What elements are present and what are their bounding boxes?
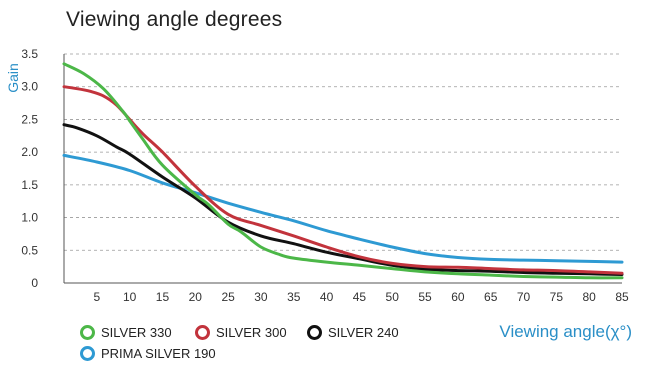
x-tick-label: 30 [254,290,268,304]
legend-label: SILVER 300 [216,325,287,340]
legend-marker-icon [80,346,95,361]
legend-marker-icon [80,325,95,340]
x-tick-label: 75 [550,290,564,304]
legend-marker-icon [195,325,210,340]
x-tick-label: 50 [386,290,400,304]
x-tick-label: 80 [582,290,596,304]
x-tick-label: 40 [320,290,334,304]
chart-title: Viewing angle degrees [66,8,283,31]
x-tick-label: 85 [615,290,629,304]
y-tick-label: 1.0 [21,211,38,225]
x-tick-label: 35 [287,290,301,304]
series-line-silver-240 [62,123,624,276]
y-tick-label: 3.0 [21,80,38,94]
x-tick-label: 20 [189,290,203,304]
y-axis-label: Gain [5,63,21,93]
series-line-prima-silver-190 [62,153,624,264]
legend-item-silver-240: SILVER 240 [307,325,399,340]
legend-item-silver-300: SILVER 300 [195,325,287,340]
y-tick-label: 0.5 [21,243,38,257]
x-tick-label: 10 [123,290,137,304]
y-tick-label: 0 [31,276,38,290]
legend-item-prima-silver-190: PRIMA SILVER 190 [80,346,216,361]
x-tick-label: 25 [221,290,235,304]
x-tick-label: 65 [484,290,498,304]
series-line-silver-300 [62,85,624,275]
legend-item-silver-330: SILVER 330 [80,325,172,340]
legend-label: SILVER 330 [101,325,172,340]
x-tick-label: 60 [451,290,465,304]
y-tick-label: 1.5 [21,178,38,192]
x-tick-label: 55 [418,290,432,304]
legend-label: PRIMA SILVER 190 [101,346,216,361]
x-tick-label: 45 [353,290,367,304]
series-line-silver-330 [62,62,624,280]
y-tick-label: 3.5 [21,47,38,61]
y-tick-label: 2.5 [21,112,38,126]
x-axis-label: Viewing angle(χ°) [499,322,632,341]
x-tick-label: 5 [93,290,100,304]
legend-label: SILVER 240 [328,325,399,340]
y-tick-label: 2.0 [21,145,38,159]
x-tick-label: 70 [517,290,531,304]
legend-marker-icon [307,325,322,340]
x-tick-label: 15 [156,290,170,304]
